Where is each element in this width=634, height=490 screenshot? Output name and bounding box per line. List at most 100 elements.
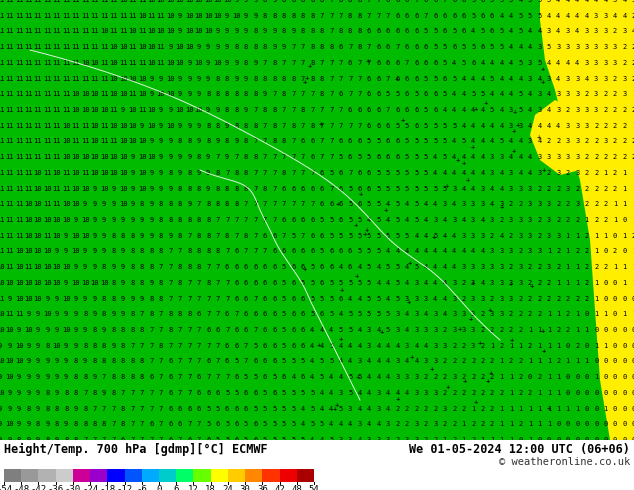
Text: 7: 7 — [329, 0, 333, 3]
Text: 7: 7 — [348, 170, 353, 176]
Text: 7: 7 — [216, 217, 220, 223]
Text: 9: 9 — [74, 311, 78, 318]
Text: 10: 10 — [91, 280, 99, 286]
Text: 6: 6 — [443, 13, 447, 19]
Text: 10: 10 — [138, 154, 146, 160]
Text: 10: 10 — [5, 327, 14, 333]
Text: 10: 10 — [128, 139, 137, 145]
Text: 6: 6 — [424, 91, 428, 98]
Text: 8: 8 — [320, 28, 324, 34]
Text: 8: 8 — [102, 311, 107, 318]
Text: 5: 5 — [254, 343, 257, 349]
Text: 4: 4 — [443, 311, 447, 318]
Text: 1: 1 — [632, 122, 634, 129]
Text: +: + — [474, 399, 478, 405]
Text: 6: 6 — [396, 139, 399, 145]
Polygon shape — [540, 0, 634, 440]
Text: 2: 2 — [481, 421, 485, 427]
Text: 0: 0 — [585, 437, 589, 443]
Text: +: + — [302, 78, 306, 85]
Text: 7: 7 — [131, 406, 134, 412]
Text: 1: 1 — [623, 170, 626, 176]
Text: 6: 6 — [301, 217, 305, 223]
Text: 10: 10 — [214, 13, 222, 19]
Text: 3: 3 — [396, 374, 399, 380]
Text: 0: 0 — [613, 437, 618, 443]
Text: 10: 10 — [119, 154, 127, 160]
Text: 10: 10 — [109, 75, 118, 81]
Text: 10: 10 — [166, 28, 174, 34]
Text: 5: 5 — [320, 359, 324, 365]
Text: 10: 10 — [81, 91, 89, 98]
Text: +: + — [354, 221, 358, 228]
Text: 10: 10 — [100, 170, 108, 176]
Text: 9: 9 — [45, 327, 49, 333]
Text: 10: 10 — [176, 107, 184, 113]
Text: 7: 7 — [187, 374, 191, 380]
Text: 9: 9 — [158, 122, 163, 129]
Text: 4: 4 — [481, 60, 485, 66]
Text: 6: 6 — [301, 327, 305, 333]
Text: 8: 8 — [131, 280, 134, 286]
Text: +: + — [332, 406, 337, 412]
Text: 11: 11 — [119, 13, 127, 19]
Text: 10: 10 — [43, 280, 51, 286]
Text: 1: 1 — [566, 233, 570, 239]
Text: 10: 10 — [34, 280, 42, 286]
Text: 11: 11 — [62, 0, 70, 3]
Text: 4: 4 — [404, 311, 409, 318]
Text: 9: 9 — [121, 311, 125, 318]
Text: 6: 6 — [178, 421, 182, 427]
Text: 11: 11 — [53, 139, 61, 145]
Text: 9: 9 — [244, 28, 248, 34]
Text: 2: 2 — [537, 280, 541, 286]
Text: 0: 0 — [594, 421, 598, 427]
Text: 8: 8 — [112, 295, 115, 301]
Text: 6: 6 — [301, 248, 305, 254]
Text: 4: 4 — [519, 139, 522, 145]
Text: 9: 9 — [36, 406, 40, 412]
Text: 0: 0 — [575, 437, 579, 443]
Text: 5: 5 — [396, 280, 399, 286]
Text: 9: 9 — [263, 91, 267, 98]
Text: 4: 4 — [329, 421, 333, 427]
Text: 6: 6 — [348, 139, 353, 145]
Text: 11: 11 — [0, 248, 4, 254]
Text: 1: 1 — [481, 437, 485, 443]
Text: 5: 5 — [377, 248, 380, 254]
Text: +: + — [462, 160, 466, 166]
Text: 11: 11 — [0, 186, 4, 192]
Text: 8: 8 — [320, 91, 324, 98]
Text: 5: 5 — [386, 311, 390, 318]
Text: 9: 9 — [64, 421, 68, 427]
Text: 5: 5 — [244, 374, 248, 380]
Text: 6: 6 — [244, 390, 248, 396]
Text: 5: 5 — [396, 170, 399, 176]
Text: 3: 3 — [433, 390, 437, 396]
Text: 7: 7 — [358, 91, 362, 98]
Text: 9: 9 — [178, 122, 182, 129]
Text: 4: 4 — [585, 0, 589, 3]
Text: 4: 4 — [566, 13, 570, 19]
Text: 3: 3 — [566, 75, 570, 81]
Text: 6: 6 — [168, 421, 172, 427]
Text: 4: 4 — [329, 390, 333, 396]
Text: 10: 10 — [138, 170, 146, 176]
Text: +: + — [408, 260, 412, 266]
Text: 10: 10 — [91, 154, 99, 160]
Text: 9: 9 — [26, 374, 30, 380]
Text: 5: 5 — [329, 343, 333, 349]
Text: 3: 3 — [575, 44, 579, 50]
Text: 2: 2 — [585, 154, 589, 160]
Text: 4: 4 — [424, 311, 428, 318]
Text: 6: 6 — [225, 311, 230, 318]
Text: 9: 9 — [8, 406, 11, 412]
Text: 3: 3 — [519, 217, 522, 223]
Text: 6: 6 — [404, 91, 409, 98]
Text: 5: 5 — [404, 139, 409, 145]
Text: 10: 10 — [5, 374, 14, 380]
Text: 9: 9 — [244, 107, 248, 113]
Text: 7: 7 — [149, 406, 153, 412]
Text: 5: 5 — [537, 0, 541, 3]
Text: 7: 7 — [206, 295, 210, 301]
